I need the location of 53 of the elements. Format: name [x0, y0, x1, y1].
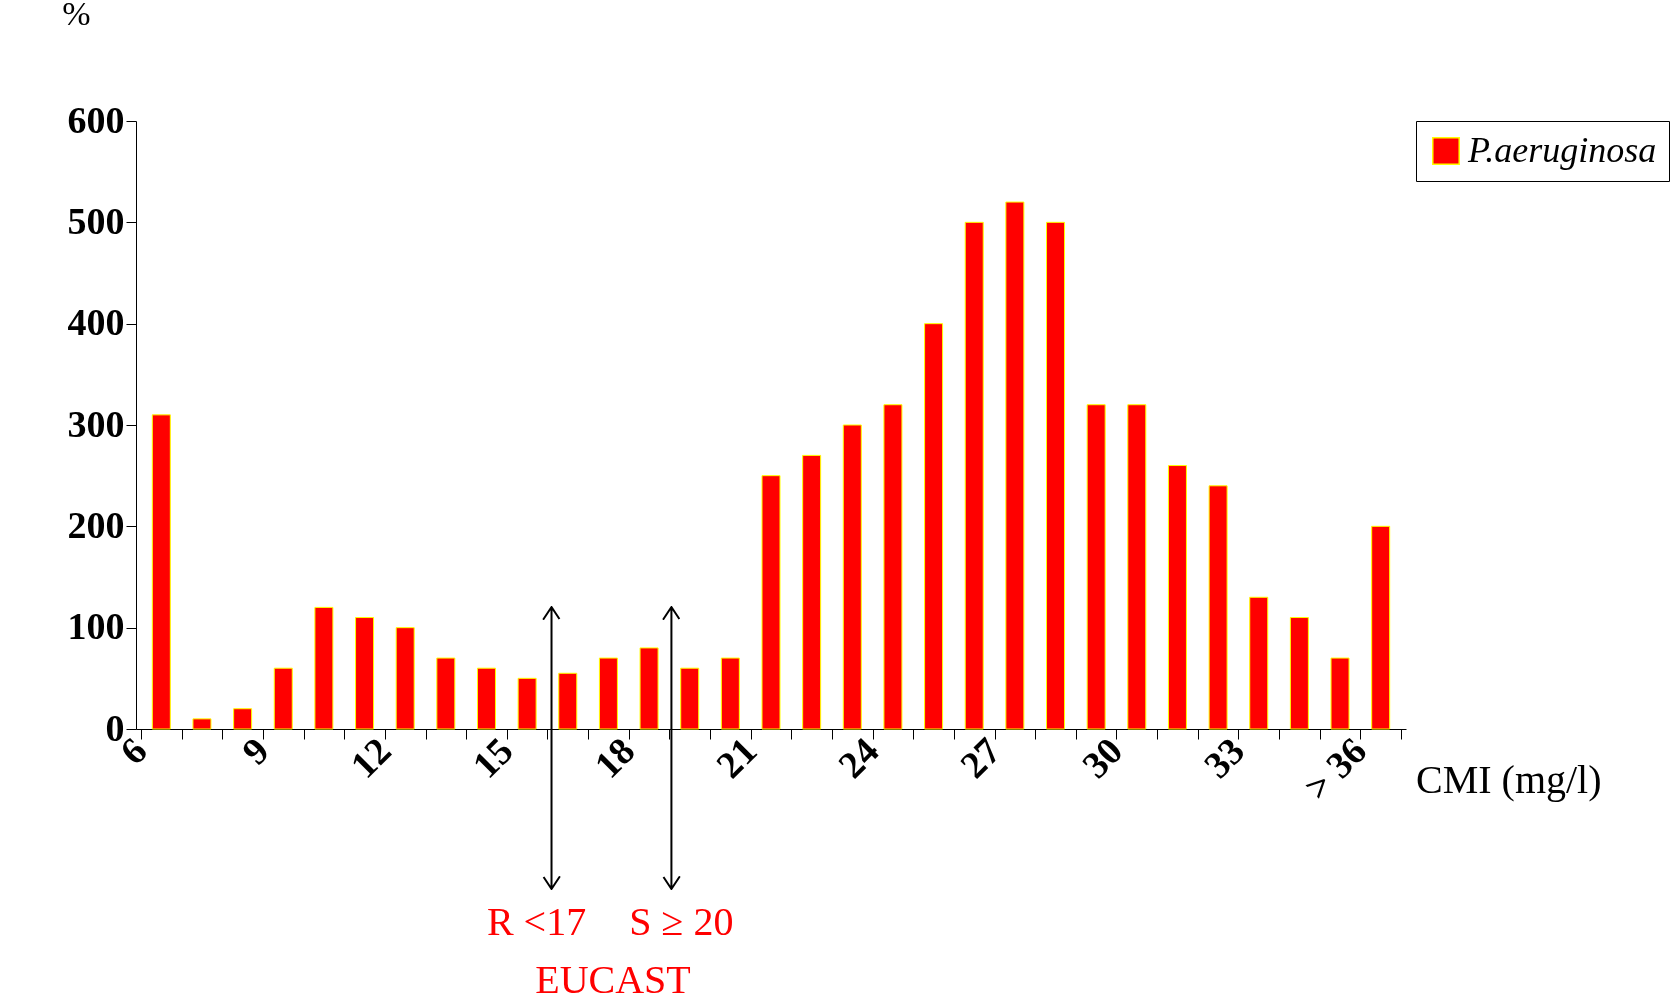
x-tick-label: 33 [1195, 729, 1253, 786]
bar [802, 454, 822, 730]
bar [720, 657, 740, 730]
x-tick-label: 9 [233, 729, 277, 773]
text: EUCAST [535, 957, 691, 1000]
y-tick-label: 100 [67, 605, 125, 648]
bar [1086, 404, 1106, 730]
bar [964, 221, 984, 730]
bar [924, 323, 944, 730]
x-tick-label: 12 [342, 729, 399, 786]
x-tick-label: 24 [829, 729, 887, 786]
bar [517, 677, 537, 730]
bar [395, 627, 415, 730]
y-tick-label: 400 [67, 301, 125, 344]
y-axis-title: % [62, 0, 91, 32]
bar [1330, 657, 1350, 730]
bar [1289, 617, 1309, 730]
x-axis-title: CMI (mg/l) [1416, 757, 1602, 802]
y-tick-label: 200 [67, 503, 125, 546]
bar [761, 475, 781, 730]
bar [639, 647, 659, 730]
x-tick-label: 21 [708, 729, 765, 786]
bar [1005, 201, 1025, 730]
ref-line-label: S ≥ 20 [629, 899, 734, 944]
bar [680, 667, 700, 730]
bar [842, 424, 862, 730]
bar [436, 657, 456, 730]
y-tick-label: 500 [67, 199, 125, 242]
bar [314, 606, 334, 730]
bar [1167, 465, 1187, 730]
bar [476, 667, 496, 730]
bar [1371, 525, 1391, 730]
bar [1208, 485, 1228, 730]
bar [598, 657, 618, 730]
ref-line-label: R <17 [486, 899, 587, 944]
x-tick-label: 27 [951, 729, 1009, 786]
bar [192, 718, 212, 730]
bar [151, 414, 171, 730]
y-tick-label: 600 [67, 98, 125, 141]
x-tick-label: 30 [1073, 729, 1131, 786]
bar [355, 617, 375, 730]
bar [883, 404, 903, 730]
bar [233, 708, 253, 730]
bar [1046, 221, 1066, 730]
bar [1127, 404, 1147, 730]
x-tick-label: > 36 [1295, 729, 1375, 808]
bar [273, 667, 293, 730]
bar [558, 672, 578, 730]
legend-label: P.aeruginosa [1467, 130, 1657, 170]
x-tick-label: 15 [464, 729, 521, 786]
bar [1249, 596, 1269, 730]
x-tick-label: 18 [586, 729, 643, 786]
y-tick-label: 300 [67, 402, 125, 445]
